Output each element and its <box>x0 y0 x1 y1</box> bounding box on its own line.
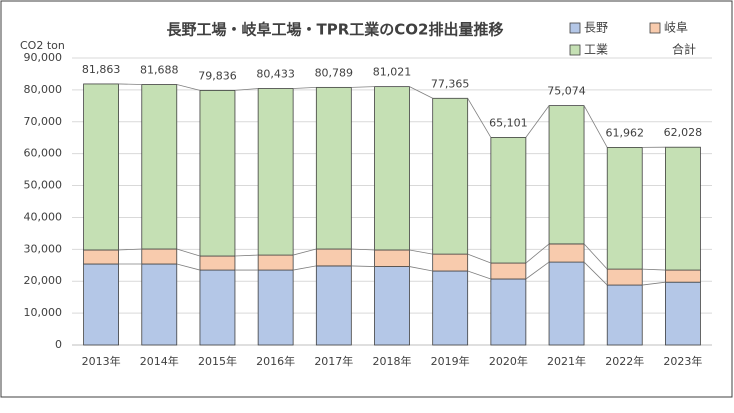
total-label: 81,863 <box>82 63 121 76</box>
y-tick-label: 20,000 <box>24 274 63 287</box>
legend-label: 岐阜 <box>664 21 688 35</box>
bar-segment <box>375 267 410 345</box>
total-label: 62,028 <box>664 126 703 139</box>
bar-segment <box>142 85 177 250</box>
y-tick-label: 60,000 <box>24 147 63 160</box>
bar-segment <box>200 90 235 256</box>
x-tick-label: 2020年 <box>489 354 528 368</box>
x-tick-label: 2023年 <box>663 354 702 368</box>
bar-segment <box>491 279 526 345</box>
bar-segment <box>491 263 526 279</box>
bar-segment <box>258 270 293 345</box>
total-label: 65,101 <box>489 116 528 129</box>
bar-segment <box>665 147 700 270</box>
total-label: 75,074 <box>547 85 586 98</box>
y-tick-label: 30,000 <box>24 242 63 255</box>
bar-segment <box>491 137 526 263</box>
bar-segment <box>433 271 468 345</box>
x-tick-label: 2013年 <box>82 354 121 368</box>
bar-segment <box>142 264 177 345</box>
legend-label: 合計 <box>672 42 696 57</box>
bar-segment <box>433 98 468 254</box>
bar-segment <box>200 256 235 270</box>
bar-segment <box>316 87 351 249</box>
bar-segment <box>258 89 293 256</box>
y-tick-label: 40,000 <box>24 210 63 223</box>
legend-swatch <box>650 23 660 33</box>
x-tick-label: 2014年 <box>140 354 179 368</box>
bar-segment <box>84 84 119 250</box>
total-label: 80,789 <box>315 66 354 79</box>
bar-segment <box>316 249 351 266</box>
bar-segment <box>665 270 700 282</box>
x-tick-label: 2018年 <box>373 354 412 368</box>
bar-segment <box>142 249 177 264</box>
total-label: 79,836 <box>198 69 237 82</box>
x-tick-label: 2015年 <box>198 354 237 368</box>
x-tick-label: 2021年 <box>547 354 586 368</box>
legend-label: 工業 <box>584 43 608 57</box>
bar-segment <box>258 255 293 270</box>
bar-segment <box>375 250 410 267</box>
bar-segment <box>665 282 700 345</box>
total-label: 61,962 <box>605 126 644 139</box>
x-tick-label: 2022年 <box>605 354 644 368</box>
y-tick-label: 10,000 <box>24 306 63 319</box>
bar-segment <box>84 264 119 345</box>
total-label: 81,688 <box>140 64 179 77</box>
x-tick-label: 2019年 <box>431 354 470 368</box>
bar-segment <box>375 87 410 250</box>
bar-segment <box>549 244 584 262</box>
total-label: 77,365 <box>431 77 470 90</box>
y-tick-label: 0 <box>55 338 62 351</box>
series-line <box>119 84 142 85</box>
bar-segment <box>200 270 235 345</box>
bar-segment <box>607 285 642 345</box>
legend-swatch <box>570 45 580 55</box>
bar-segment <box>84 250 119 264</box>
bar-segment <box>433 254 468 271</box>
chart-title: 長野工場・岐阜工場・TPR工業のCO2排出量推移 <box>167 21 504 39</box>
bar-segment <box>549 262 584 345</box>
legend-label: 長野 <box>584 21 608 35</box>
x-tick-label: 2017年 <box>314 354 353 368</box>
y-tick-label: 80,000 <box>24 83 63 96</box>
y-tick-label: 70,000 <box>24 115 63 128</box>
bar-segment <box>607 147 642 269</box>
bar-segment <box>549 106 584 244</box>
bar-segment <box>607 269 642 285</box>
total-label: 80,433 <box>256 68 295 81</box>
y-tick-label: 90,000 <box>24 51 63 64</box>
total-label: 81,021 <box>373 66 412 79</box>
y-tick-label: 50,000 <box>24 179 63 192</box>
x-tick-label: 2016年 <box>256 354 295 368</box>
legend-swatch <box>570 23 580 33</box>
bar-segment <box>316 266 351 345</box>
